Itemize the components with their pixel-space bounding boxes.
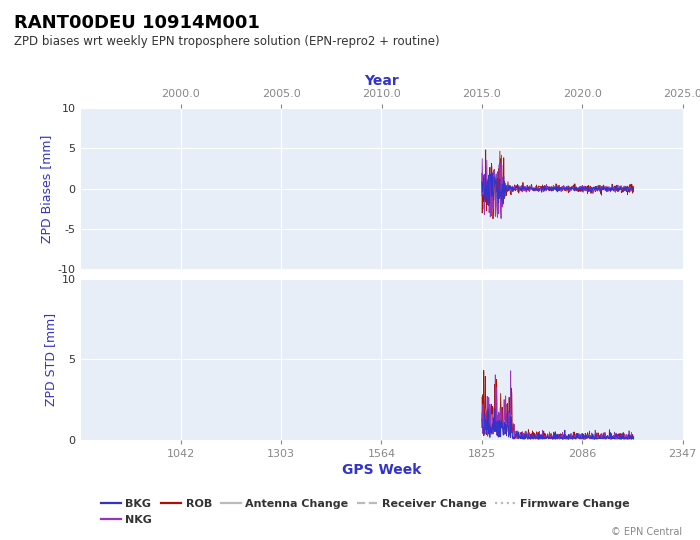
Legend: BKG, NKG, ROB, Antenna Change, Receiver Change, Firmware Change: BKG, NKG, ROB, Antenna Change, Receiver … [97,495,634,529]
X-axis label: Year: Year [364,74,399,88]
X-axis label: GPS Week: GPS Week [342,463,421,477]
Text: ZPD biases wrt weekly EPN troposphere solution (EPN-repro2 + routine): ZPD biases wrt weekly EPN troposphere so… [14,35,440,48]
Text: RANT00DEU 10914M001: RANT00DEU 10914M001 [14,14,260,31]
Y-axis label: ZPD STD [mm]: ZPD STD [mm] [45,313,57,406]
Y-axis label: ZPD Biases [mm]: ZPD Biases [mm] [41,134,53,243]
Text: © EPN Central: © EPN Central [611,527,682,537]
